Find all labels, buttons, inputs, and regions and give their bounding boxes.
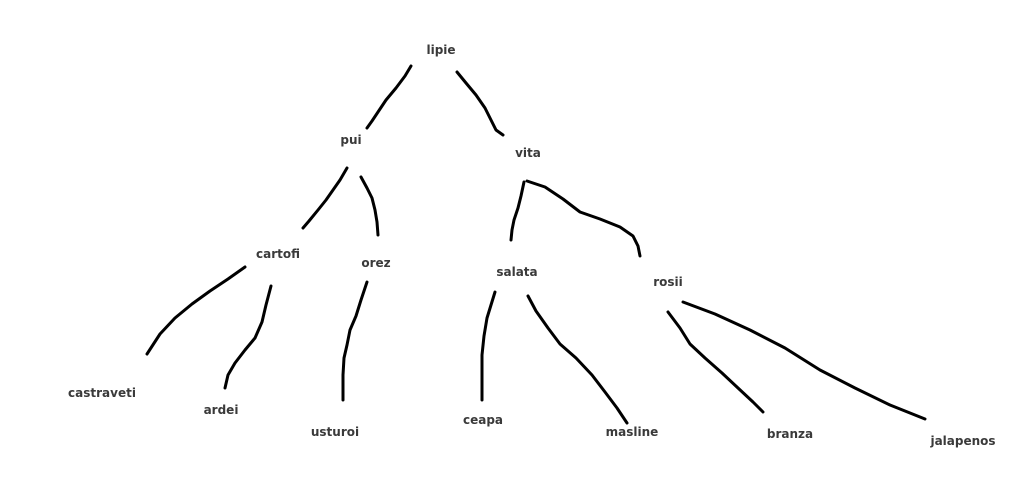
node-ceapa: ceapa [462, 413, 504, 427]
node-masline: masline [605, 425, 659, 439]
edge-salata-masline [526, 294, 629, 425]
node-jalapenos: jalapenos [930, 434, 996, 448]
edge-rosii-jalapenos [681, 300, 927, 421]
node-cartofi: cartofi [255, 247, 301, 261]
node-castraveti: castraveti [68, 386, 136, 400]
edge-vita-rosii [525, 179, 642, 258]
edge-cartofi-ardei [223, 284, 273, 390]
node-vita: vita [515, 146, 541, 160]
edge-orez-usturoi [341, 280, 369, 402]
node-pui: pui [340, 133, 362, 147]
node-lipie: lipie [426, 43, 456, 57]
edge-rosii-branza [666, 310, 765, 414]
edge-lipie-vita [455, 70, 505, 137]
node-salata: salata [496, 265, 538, 279]
node-orez: orez [361, 256, 391, 270]
node-usturoi: usturoi [310, 425, 360, 439]
edge-vita-salata [509, 180, 526, 242]
edge-salata-ceapa [480, 290, 497, 402]
node-branza: branza [766, 427, 814, 441]
edge-pui-orez [359, 175, 380, 237]
edge-lipie-pui [365, 64, 413, 130]
edge-pui-cartofi [301, 166, 349, 230]
edge-cartofi-castraveti [145, 265, 247, 356]
node-rosii: rosii [653, 275, 683, 289]
node-ardei: ardei [203, 403, 239, 417]
